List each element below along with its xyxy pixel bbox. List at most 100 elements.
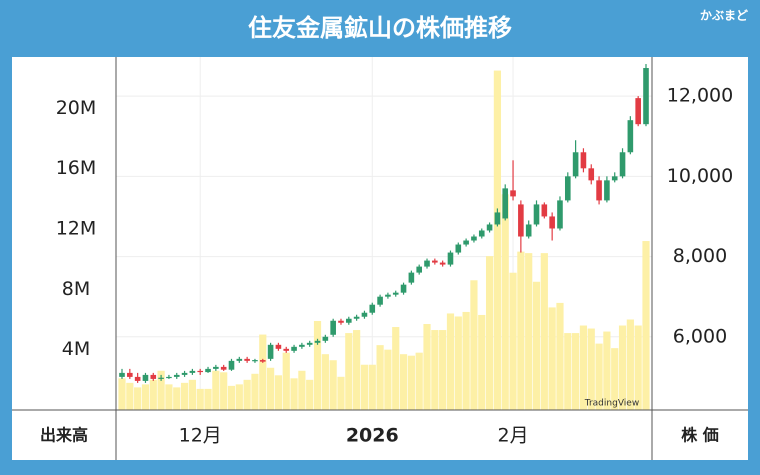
candle-body — [635, 98, 641, 125]
candle-body — [322, 336, 329, 341]
candle-body — [400, 284, 407, 293]
volume-bar — [642, 241, 650, 410]
candle-body — [596, 180, 602, 201]
volume-bar — [290, 378, 298, 410]
candle-body — [236, 358, 243, 361]
volume-bar — [517, 251, 525, 410]
volume-bar — [251, 373, 259, 410]
candle-body — [119, 372, 125, 377]
candle-body — [377, 296, 383, 305]
volume-bar — [266, 367, 275, 410]
volume-bar — [274, 375, 283, 410]
volume-bar — [431, 330, 439, 410]
candle-body — [510, 190, 516, 197]
candle-body — [432, 260, 438, 263]
candle-body — [213, 366, 219, 369]
candle-body — [471, 236, 477, 241]
y-tick-label: 20M — [56, 97, 97, 119]
candle-body — [267, 344, 274, 359]
volume-bar — [626, 319, 634, 410]
candle-body — [306, 342, 313, 345]
volume-bar — [587, 328, 595, 410]
candle-body — [158, 377, 164, 379]
volume-bar — [353, 330, 361, 410]
candle-body — [557, 200, 563, 229]
candle-body — [314, 340, 321, 343]
volume-bar — [478, 314, 486, 410]
volume-bar — [392, 327, 400, 410]
candle-body — [525, 224, 532, 237]
volume-bar — [595, 343, 603, 410]
volume-bar — [345, 333, 353, 410]
candle-body — [353, 316, 360, 319]
volume-bar — [212, 370, 220, 410]
volume-bar — [540, 253, 548, 410]
volume-bar — [368, 364, 376, 410]
volume-bar — [180, 382, 189, 410]
candle-body — [518, 204, 524, 237]
volume-bar — [493, 70, 502, 411]
volume-bar — [611, 348, 619, 410]
candle-body — [244, 358, 250, 361]
volume-bar — [423, 324, 431, 410]
candle-body — [142, 374, 149, 381]
candle-body — [564, 176, 571, 201]
volume-bar — [149, 379, 157, 410]
y2-tick-label: 8,000 — [673, 245, 727, 267]
candle-body — [494, 212, 501, 225]
candle-body — [173, 374, 180, 377]
volume-bar — [454, 316, 462, 410]
candle-body — [259, 360, 266, 362]
candle-body — [361, 312, 368, 317]
candle-body — [619, 152, 626, 177]
candle-body — [604, 180, 610, 201]
candle-body — [588, 168, 595, 181]
candle-body — [338, 320, 344, 323]
volume-bar — [204, 388, 212, 410]
volume-bar — [376, 345, 384, 410]
volume-bar — [329, 360, 337, 410]
volume-bar — [141, 384, 150, 410]
candle-body — [627, 120, 634, 153]
candle-body — [330, 320, 336, 335]
candle-body — [549, 216, 555, 229]
candle-body — [541, 204, 548, 217]
volume-bar — [603, 331, 611, 410]
x-tick-label: 2026 — [346, 425, 399, 447]
volume-bar — [165, 384, 173, 410]
candle-body — [416, 266, 422, 273]
volume-bar — [470, 280, 478, 410]
volume-bar — [485, 256, 494, 410]
volume-bar — [634, 325, 642, 410]
volume-bar — [243, 379, 251, 410]
candle-body — [228, 360, 235, 370]
candle-body — [572, 152, 579, 177]
candle-body — [478, 230, 485, 237]
volume-bar — [235, 384, 243, 410]
candle-body — [580, 152, 587, 169]
volume-bar — [306, 379, 314, 410]
candle-body — [439, 262, 446, 265]
candle-body — [291, 346, 297, 351]
volume-bar — [572, 333, 580, 410]
candle-body — [299, 344, 305, 347]
candle-body — [283, 348, 290, 351]
volume-bar — [579, 325, 588, 410]
volume-bar — [196, 388, 204, 410]
candle-body — [455, 244, 462, 253]
y2-tick-label: 10,000 — [667, 165, 733, 187]
candle-body — [502, 188, 509, 219]
volume-bar — [384, 349, 392, 410]
candle-body — [463, 240, 469, 245]
volume-bar — [227, 385, 236, 410]
candle-body — [486, 224, 493, 231]
candle-body — [197, 370, 204, 373]
candle-body — [533, 204, 540, 225]
volume-bar — [134, 387, 142, 410]
volume-bar — [525, 253, 533, 410]
candle-body — [166, 376, 172, 379]
y2-tick-label: 12,000 — [667, 85, 733, 107]
volume-bar — [564, 333, 572, 410]
x-tick-label: 12月 — [179, 425, 222, 447]
volume-bar — [173, 387, 181, 410]
